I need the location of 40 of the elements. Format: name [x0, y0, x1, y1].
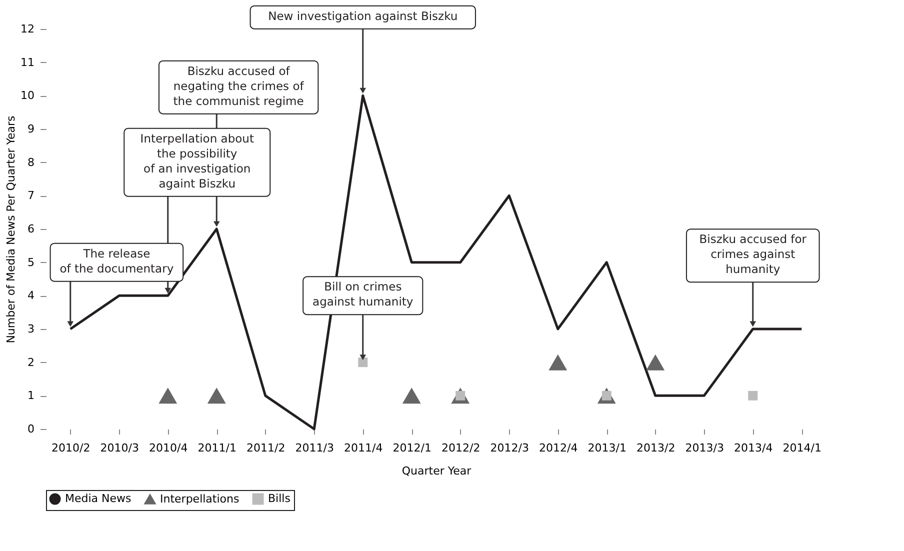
- x-tick-label: 2011/2: [246, 442, 286, 454]
- annotation: Biszku accused for crimes against humanity: [699, 232, 807, 276]
- x-tick-label: 2013/3: [685, 442, 724, 454]
- x-tick-label: 2012/3: [490, 442, 529, 454]
- x-tick-label: 2010/2: [52, 442, 90, 454]
- y-tick-label: 8: [28, 156, 34, 169]
- y-tick-label: 0: [28, 422, 34, 436]
- x-tick-label: 2013/4: [734, 442, 773, 454]
- x-tick-label: 2012/1: [392, 442, 432, 454]
- x-tick-label: 2011/3: [295, 442, 334, 454]
- legend-label: Media News: [65, 492, 132, 505]
- y-tick-label: 5: [28, 256, 34, 269]
- x-tick-label: 2011/4: [344, 442, 383, 454]
- y-tick-label: 11: [20, 56, 34, 69]
- y-tick-label: 2: [28, 356, 34, 369]
- annotation: New investigation against Biszku: [268, 8, 458, 23]
- legend-label: Interpellations: [160, 492, 240, 506]
- y-tick-label: 3: [28, 322, 34, 336]
- x-tick-label: 2014/1: [782, 442, 822, 454]
- y-tick-label: 9: [28, 122, 34, 136]
- y-tick-label: 10: [20, 89, 34, 102]
- y-tick-label: 7: [28, 189, 34, 202]
- x-tick-label: 2013/2: [636, 442, 676, 454]
- x-tick-label: 2013/1: [588, 442, 626, 454]
- y-axis-title: Number of Media News Per Quarter Years: [4, 115, 18, 344]
- annotation: Biszku accused of negating the crimes of the communist regime: [173, 64, 305, 108]
- annotation: Interpellation about the possibility of an investigation againt Biszku: [140, 131, 254, 190]
- annotation: The release of the documentary: [60, 246, 174, 276]
- legend-label: Bills: [268, 492, 291, 505]
- x-tick-label: 2010/3: [100, 442, 139, 454]
- x-tick-label: 2012/4: [539, 442, 578, 454]
- x-axis-title: Quarter Year: [402, 464, 472, 478]
- x-tick-label: 2011/1: [198, 442, 236, 454]
- annotation: Bill on crimes against humanity: [312, 280, 414, 309]
- y-tick-label: 1: [28, 389, 34, 402]
- y-tick-label: 12: [20, 22, 34, 36]
- y-tick-label: 4: [28, 289, 34, 302]
- y-tick-label: 6: [28, 222, 34, 236]
- x-tick-label: 2010/4: [149, 442, 188, 454]
- x-tick-label: 2012/2: [442, 442, 480, 454]
